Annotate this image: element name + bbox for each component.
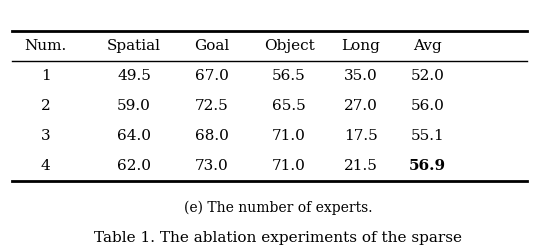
Text: 73.0: 73.0 — [195, 159, 229, 173]
Text: 3: 3 — [41, 129, 51, 143]
Text: 71.0: 71.0 — [272, 129, 306, 143]
Text: Num.: Num. — [24, 39, 67, 53]
Text: 68.0: 68.0 — [195, 129, 229, 143]
Text: 71.0: 71.0 — [272, 159, 306, 173]
Text: 72.5: 72.5 — [195, 99, 229, 113]
Text: Long: Long — [341, 39, 380, 53]
Text: (e) The number of experts.: (e) The number of experts. — [183, 201, 373, 215]
Text: 64.0: 64.0 — [117, 129, 151, 143]
Text: 27.0: 27.0 — [344, 99, 378, 113]
Text: Object: Object — [264, 39, 315, 53]
Text: Spatial: Spatial — [107, 39, 161, 53]
Text: 65.5: 65.5 — [272, 99, 306, 113]
Text: 1: 1 — [41, 69, 51, 83]
Text: 59.0: 59.0 — [117, 99, 151, 113]
Text: 21.5: 21.5 — [344, 159, 378, 173]
Text: 62.0: 62.0 — [117, 159, 151, 173]
Text: 2: 2 — [41, 99, 51, 113]
Text: 17.5: 17.5 — [344, 129, 378, 143]
Text: 56.0: 56.0 — [410, 99, 444, 113]
Text: 67.0: 67.0 — [195, 69, 229, 83]
Text: 56.9: 56.9 — [409, 159, 446, 173]
Text: 49.5: 49.5 — [117, 69, 151, 83]
Text: Avg: Avg — [413, 39, 442, 53]
Text: Goal: Goal — [194, 39, 229, 53]
Text: 55.1: 55.1 — [410, 129, 444, 143]
Text: 52.0: 52.0 — [410, 69, 444, 83]
Text: 4: 4 — [41, 159, 51, 173]
Text: Table 1. The ablation experiments of the sparse: Table 1. The ablation experiments of the… — [94, 231, 462, 245]
Text: 35.0: 35.0 — [344, 69, 378, 83]
Text: 56.5: 56.5 — [272, 69, 306, 83]
